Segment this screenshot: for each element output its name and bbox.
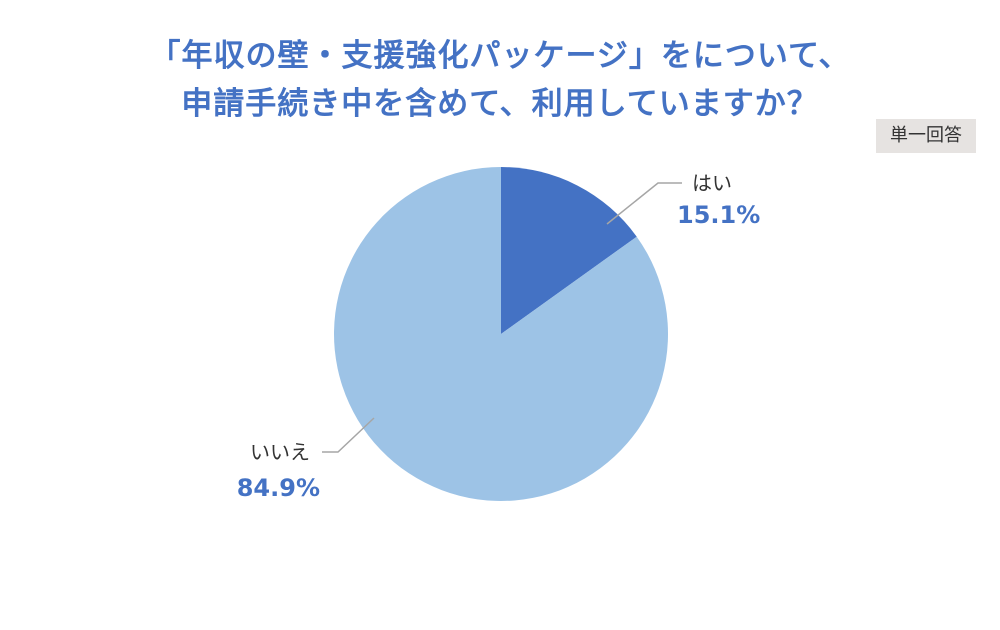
- slice-value-no: 84.9%: [237, 474, 320, 502]
- slice-value-yes: 15.1%: [677, 201, 760, 229]
- answer-type-badge: 単一回答: [876, 119, 976, 153]
- pie-slice-yes: [501, 167, 637, 334]
- leader-line-no: [322, 417, 375, 453]
- chart-title-line-1: 「年収の壁・支援強化パッケージ」をについて、: [149, 38, 851, 74]
- pie-slice-no: [334, 167, 669, 501]
- chart-title-line-2: 申請手続き中を含めて、利用していますか？: [181, 86, 819, 122]
- leader-line-yes: [606, 182, 682, 225]
- slice-label-yes: はい: [692, 171, 732, 195]
- slice-label-no: いいえ: [250, 440, 310, 464]
